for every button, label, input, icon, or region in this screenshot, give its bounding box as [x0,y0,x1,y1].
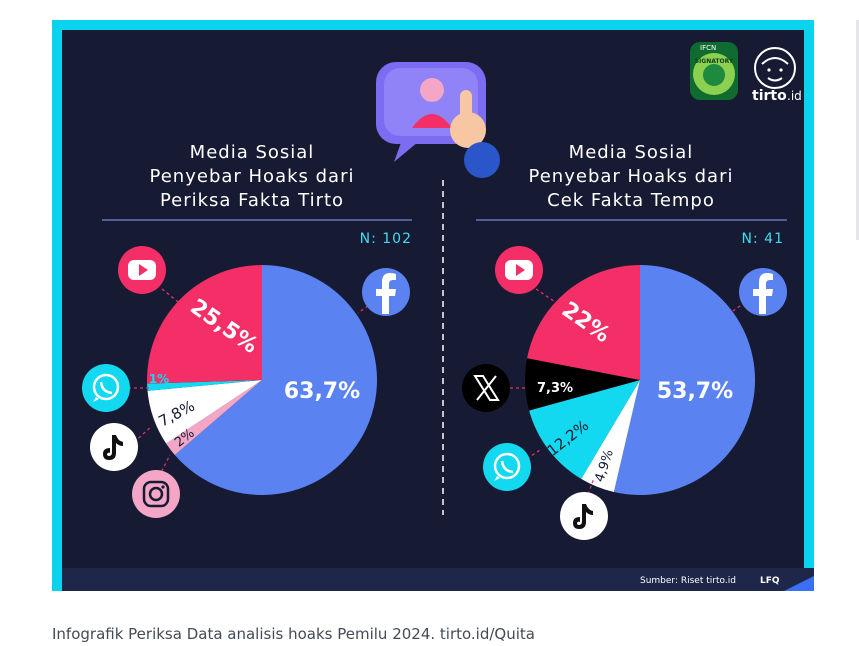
slice-label-facebook: 53,7% [657,379,733,404]
tirto-logo-text: tirto [752,88,787,104]
chart-tirto-title-line-2: Penyebar Hoaks dari [150,166,355,187]
page-edge [856,20,859,240]
leader-lines-tempo [510,288,751,501]
chart-tirto-pie [147,265,378,495]
image-caption: Infografik Periksa Data analisis hoaks P… [52,625,535,643]
tirto-logo-suffix: .id [787,89,802,103]
chart-tempo-n-label: N: 41 [742,231,784,247]
chart-tempo-title-line-3: Cek Fakta Tempo [547,190,715,211]
pie-slice-facebook [174,265,378,495]
instagram-icon [132,470,180,518]
slice-label-x: 7,3% [537,381,573,396]
chart-tempo-pie [525,265,756,496]
footer-credit: LFQ [760,576,780,586]
youtube-icon [118,246,166,294]
pie-slice-instagram [166,380,262,455]
tiktok-icon [560,492,608,540]
chart-tempo-title-line-2: Penyebar Hoaks dari [529,166,734,187]
infographic-frame: IFCN SIGNATORY tirto .id Media Sosial Pe… [52,20,814,591]
pie-slice-youtube [527,265,640,380]
pie-slice-whatsapp [147,380,262,391]
ifcn-badge: IFCN SIGNATORY [690,42,738,100]
chart-tirto: Media Sosial Penyebar Hoaks dari Periksa… [102,142,412,495]
slice-label-facebook: 63,7% [284,379,360,404]
whatsapp-icon [483,443,531,491]
facebook-icon [362,268,410,316]
tirto-logo: tirto .id [752,47,802,104]
infographic-svg: IFCN SIGNATORY tirto .id Media Sosial Pe… [82,42,802,540]
pie-slice-tiktok [147,380,262,444]
infographic-canvas: IFCN SIGNATORY tirto .id Media Sosial Pe… [62,30,804,568]
tiktok-icon [90,423,138,471]
pie-slice-x [525,358,640,411]
ifcn-badge-title: IFCN [700,44,716,52]
pie-slice-youtube [147,265,262,384]
youtube-icon [495,246,543,294]
x-icon [462,364,510,412]
pie-slice-tiktok [581,380,640,492]
pie-slice-facebook [613,265,756,496]
footer-source: Sumber: Riset tirto.id [640,576,736,586]
chart-tempo: Media Sosial Penyebar Hoaks dari Cek Fak… [476,142,787,496]
chart-tirto-n-label: N: 102 [360,231,412,247]
chat-bubble-illustration [376,62,500,178]
slice-label-whatsapp: 1% [149,372,169,386]
facebook-icon [739,268,787,316]
chart-tirto-title-line-1: Media Sosial [190,142,315,163]
chart-tirto-title-line-3: Periksa Fakta Tirto [160,190,344,211]
ifcn-badge-label: SIGNATORY [695,58,734,65]
pie-slice-whatsapp [529,380,640,479]
whatsapp-icon [82,364,130,412]
footer-band: Sumber: Riset tirto.id LFQ [62,568,814,591]
footer-svg: Sumber: Riset tirto.id LFQ [640,576,814,591]
chart-tempo-title-line-1: Media Sosial [569,142,694,163]
